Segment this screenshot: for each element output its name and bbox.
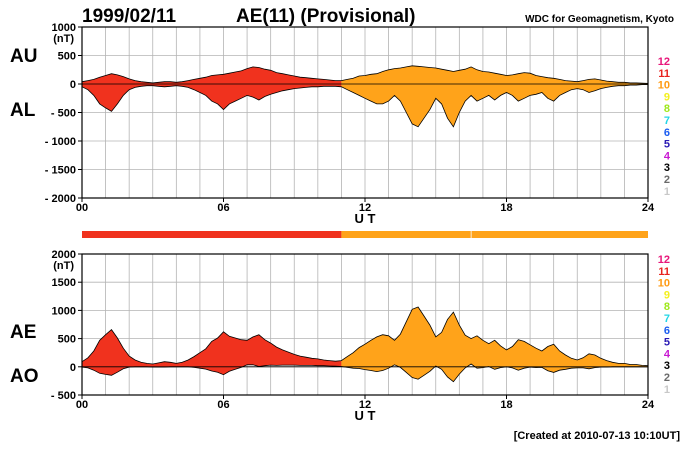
y-tick-label: - 500 xyxy=(51,390,76,402)
station-number-5: 5 xyxy=(664,139,670,151)
station-number-11: 11 xyxy=(658,266,670,278)
station-number-5: 5 xyxy=(664,337,670,349)
station-number-4: 4 xyxy=(664,150,671,162)
station-number-9: 9 xyxy=(664,91,670,103)
station-number-9: 9 xyxy=(664,289,670,301)
au-al-panel: 1000 500 0 - 500 - 1000 - 1500 - 2000 (nT) 00 06 1… xyxy=(10,22,655,226)
station-number-2: 2 xyxy=(664,372,670,384)
band-fill-segment xyxy=(82,329,342,376)
station-number-12: 12 xyxy=(658,56,670,68)
x-axis-label: U T xyxy=(355,211,376,226)
index-title: AE(11) (Provisional) xyxy=(236,6,416,27)
station-number-7: 7 xyxy=(664,115,670,127)
x-tick-label: 18 xyxy=(500,202,512,214)
x-tick-label: 00 xyxy=(76,399,88,411)
y-tick-label: - 1500 xyxy=(45,165,76,177)
station-number-6: 6 xyxy=(664,325,670,337)
y-tick-label: 0 xyxy=(70,79,76,91)
station-number-11: 11 xyxy=(658,68,670,80)
station-number-6: 6 xyxy=(664,127,670,139)
y-tick-label: 2000 xyxy=(52,249,76,261)
x-tick-label: 06 xyxy=(217,399,229,411)
y-tick-label: 1500 xyxy=(52,277,76,289)
x-tick-label: 06 xyxy=(217,202,229,214)
y-tick-label: 500 xyxy=(58,51,76,63)
units-label: (nT) xyxy=(53,33,74,45)
band-fill-segment xyxy=(341,65,648,127)
station-number-10: 10 xyxy=(658,278,670,290)
x-tick-label: 24 xyxy=(642,399,655,411)
station-number-8: 8 xyxy=(664,301,670,313)
station-number-1: 1 xyxy=(664,186,670,198)
side-label-ao: AO xyxy=(10,366,39,387)
station-number-8: 8 xyxy=(664,103,670,115)
ae-ao-panel: 2000 1500 1000 500 0 - 500 (nT) 00 06 12 18 24 U T AE… xyxy=(10,249,655,423)
x-tick-label: 24 xyxy=(642,202,655,214)
y-tick-label: - 2000 xyxy=(45,193,76,205)
station-number-1: 1 xyxy=(664,384,670,396)
created-timestamp: [Created at 2010-07-13 10:10UT] xyxy=(513,430,680,442)
x-tick-label: 12 xyxy=(359,202,371,214)
y-tick-label: 1000 xyxy=(52,305,76,317)
station-number-3: 3 xyxy=(664,162,670,174)
y-tick-label: 0 xyxy=(70,362,76,374)
x-tick-label: 12 xyxy=(359,399,371,411)
side-label-au: AU xyxy=(10,46,37,67)
x-axis-label: U T xyxy=(355,408,376,423)
series-line-ae xyxy=(81,306,649,367)
y-tick-label: - 500 xyxy=(51,108,76,120)
units-label: (nT) xyxy=(53,260,74,272)
date-title: 1999/02/11 xyxy=(82,6,176,27)
station-number-10: 10 xyxy=(658,80,670,92)
band-fill-segment xyxy=(82,66,342,112)
series-line-al xyxy=(81,84,648,128)
station-color-bar xyxy=(82,231,648,238)
station-number-4: 4 xyxy=(664,348,671,360)
station-number-3: 3 xyxy=(664,360,670,372)
station-bar-segment xyxy=(82,231,342,238)
y-tick-label: 1000 xyxy=(52,22,76,34)
band-fill-segment xyxy=(341,307,648,382)
institution-label: WDC for Geomagnetism, Kyoto xyxy=(525,14,674,25)
station-number-2: 2 xyxy=(664,174,670,186)
station-number-12: 12 xyxy=(658,254,670,266)
side-label-al: AL xyxy=(10,100,36,121)
x-tick-label: 00 xyxy=(76,202,88,214)
y-tick-label: - 1000 xyxy=(45,136,76,148)
station-number-7: 7 xyxy=(664,313,670,325)
series-line-au xyxy=(81,65,649,84)
x-tick-label: 18 xyxy=(500,399,512,411)
y-tick-label: 500 xyxy=(58,334,76,346)
side-label-ae: AE xyxy=(10,322,36,343)
station-bar-segment xyxy=(341,231,648,238)
